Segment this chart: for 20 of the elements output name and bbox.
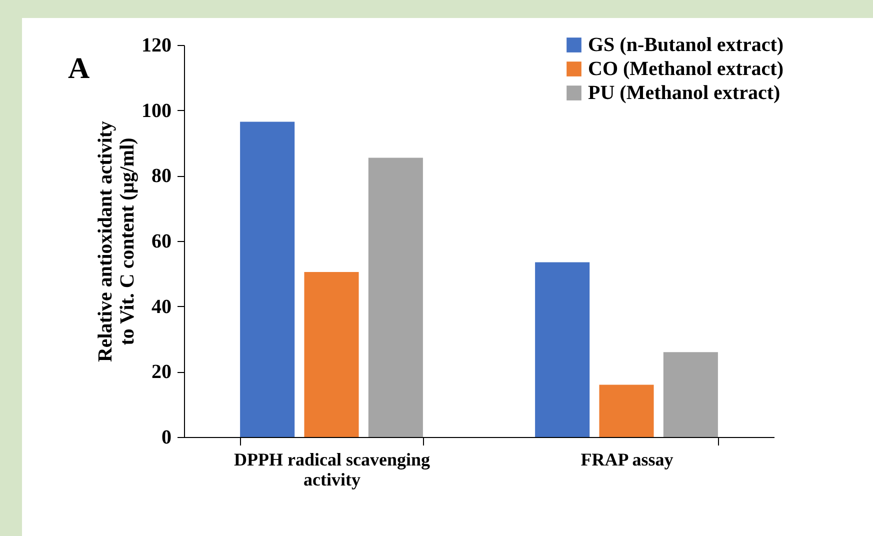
- bar: [368, 158, 423, 437]
- y-axis-title: Relative antioxidant activity to Vit. C content (µg/ml): [94, 120, 138, 362]
- bar: [240, 122, 295, 437]
- text: A: [68, 52, 90, 86]
- legend-label: GS (n-Butanol extract): [588, 34, 784, 56]
- y-tick-label: 60: [152, 230, 172, 252]
- y-tick-label: 100: [142, 100, 172, 122]
- bar: [304, 272, 359, 437]
- legend-label: CO (Methanol extract): [588, 58, 784, 80]
- y-tick-label: 80: [152, 165, 172, 188]
- legend-label: PU (Methanol extract): [588, 82, 780, 104]
- y-tick-label: 120: [142, 34, 172, 56]
- y-tick-label: 0: [162, 426, 172, 448]
- bar: [663, 352, 718, 437]
- y-tick-label: 20: [152, 361, 172, 384]
- bar: [599, 384, 654, 437]
- x-tick-label: FRAP assay: [580, 450, 674, 470]
- bar: [535, 262, 590, 437]
- y-tick-label: 40: [152, 296, 172, 318]
- x-tick-label: DPPH radical scavenging activity: [234, 450, 430, 490]
